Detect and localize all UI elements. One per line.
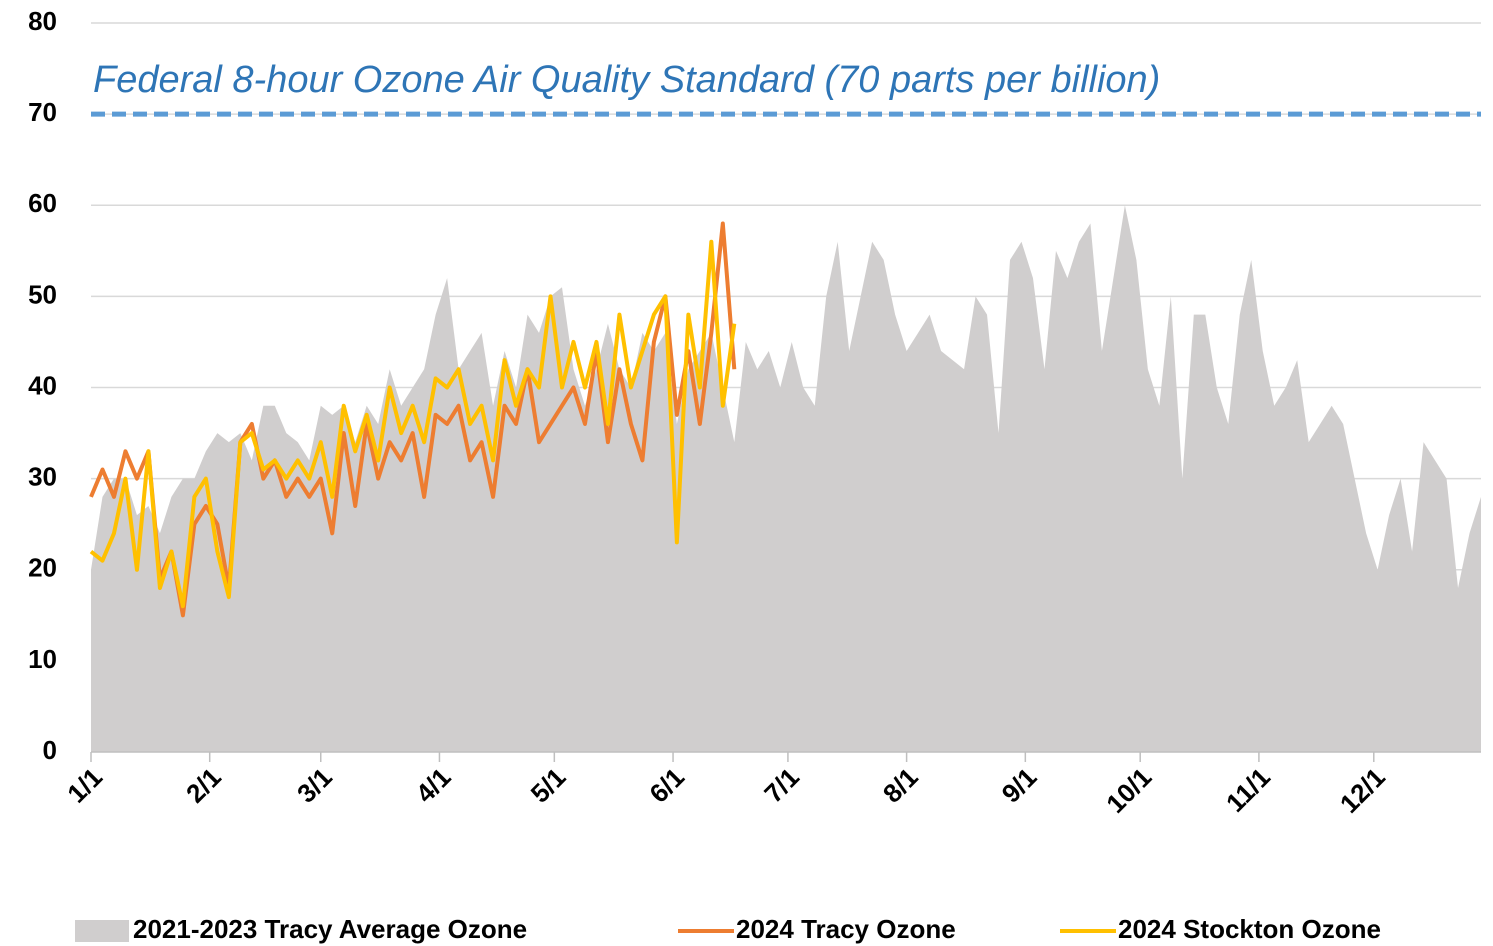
x-tick-label: 10/1 (1100, 762, 1157, 819)
line (89, 239, 737, 609)
y-tick-label: 50 (28, 279, 57, 309)
annotation: Federal 8-hour Ozone Air Quality Standar… (93, 59, 1160, 101)
x-tick-label: 1/1 (61, 762, 108, 809)
legend-swatch (75, 920, 129, 942)
plot (89, 205, 1481, 752)
x-tick-label: 7/1 (758, 762, 805, 809)
y-tick-label: 60 (28, 188, 57, 218)
y-tick-label: 20 (28, 553, 57, 583)
legend-label: 2024 Stockton Ozone (1118, 914, 1381, 944)
y-tick-label: 30 (28, 462, 57, 492)
x-tick-label: 5/1 (525, 762, 572, 809)
x-tick-label: 8/1 (877, 762, 924, 809)
y-tick-label: 80 (28, 6, 57, 36)
x-tick-label: 11/1 (1220, 762, 1276, 818)
x-tick-label: 6/1 (643, 762, 690, 809)
x-tick-label: 12/1 (1334, 762, 1391, 819)
y-tick-label: 40 (28, 370, 57, 400)
x-tick-label: 2/1 (180, 762, 227, 809)
area (91, 205, 1481, 752)
y-tick-label: 0 (43, 735, 57, 765)
line (89, 221, 737, 618)
y-tick-label: 10 (28, 644, 57, 674)
legend-label: 2024 Tracy Ozone (736, 914, 956, 944)
y-tick-label: 70 (28, 97, 57, 127)
x-tick-label: 4/1 (410, 762, 457, 809)
legend-label: 2021-2023 Tracy Average Ozone (133, 914, 527, 944)
x-tick-label: 9/1 (996, 762, 1043, 809)
x-tick-label: 3/1 (291, 762, 338, 809)
